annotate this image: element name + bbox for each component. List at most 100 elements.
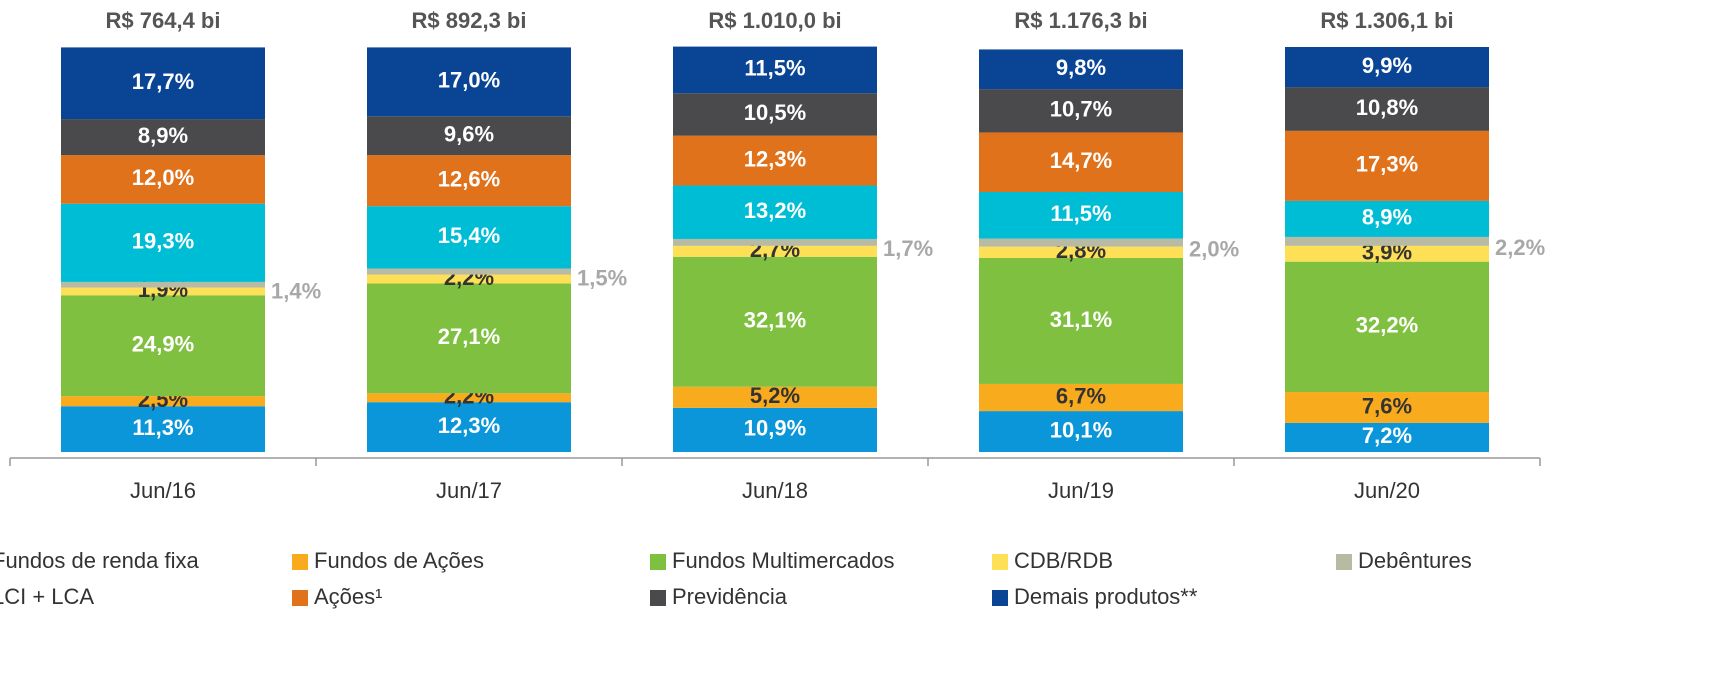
data-label: 7,2% <box>1362 423 1412 448</box>
bar-segment <box>61 287 265 296</box>
total-label: R$ 892,3 bi <box>412 8 527 33</box>
legend-swatch <box>292 554 308 570</box>
legend-swatch <box>992 554 1008 570</box>
legend-label: Fundos de renda fixa <box>0 548 199 573</box>
bar-segment <box>1285 87 1489 131</box>
data-label: 10,9% <box>744 416 806 441</box>
bar-segment <box>367 283 571 394</box>
data-label: 14,7% <box>1050 148 1112 173</box>
bar-segment <box>61 281 265 288</box>
legend-swatch <box>1336 554 1352 570</box>
bar-segment <box>1285 392 1489 423</box>
data-label: 2,0% <box>1189 236 1239 261</box>
total-label: R$ 764,4 bi <box>106 8 221 33</box>
data-label: 10,1% <box>1050 417 1112 442</box>
x-tick-label: Jun/16 <box>130 478 196 503</box>
data-label: 12,0% <box>132 165 194 190</box>
data-label: 31,1% <box>1050 307 1112 332</box>
data-label: 6,7% <box>1056 383 1106 408</box>
data-label: 2,2% <box>1495 235 1545 260</box>
data-label: 10,7% <box>1050 97 1112 122</box>
data-label: 24,9% <box>132 332 194 357</box>
data-label: 17,0% <box>438 68 500 93</box>
total-label: R$ 1.176,3 bi <box>1014 8 1147 33</box>
data-label: 19,3% <box>132 229 194 254</box>
data-label: 13,2% <box>744 198 806 223</box>
bar-segment <box>61 155 265 204</box>
total-label: R$ 1.010,0 bi <box>708 8 841 33</box>
bar-segment <box>979 258 1183 384</box>
bar-segment <box>367 268 571 275</box>
bar-segment <box>979 89 1183 133</box>
bar-segment <box>367 155 571 207</box>
bar-segment <box>979 191 1183 239</box>
bar-segment <box>367 393 571 403</box>
data-label: 8,9% <box>138 123 188 148</box>
x-tick-label: Jun/18 <box>742 478 808 503</box>
legend-swatch <box>292 590 308 606</box>
data-label: 32,1% <box>744 308 806 333</box>
legend-label: CDB/RDB <box>1014 548 1113 573</box>
bar-segment <box>673 238 877 246</box>
bar-segment <box>61 406 265 452</box>
data-label: 11,3% <box>132 415 193 440</box>
total-label: R$ 1.306,1 bi <box>1320 8 1453 33</box>
bar-segment <box>61 396 265 407</box>
bar-segment <box>979 49 1183 90</box>
bar-segment <box>367 206 571 269</box>
bar-segment <box>673 185 877 239</box>
bar-segment <box>61 295 265 397</box>
bar-segment <box>61 47 265 120</box>
bar-segment <box>367 47 571 117</box>
bar-segment <box>673 93 877 136</box>
legend-swatch <box>650 554 666 570</box>
data-label: 12,3% <box>438 413 500 438</box>
data-label: 1,4% <box>271 279 321 304</box>
data-label: 9,8% <box>1056 55 1106 80</box>
bar-segment <box>979 411 1183 452</box>
bar-segment <box>1285 200 1489 237</box>
bar-segment <box>673 245 877 257</box>
legend-label: Fundos de Ações <box>314 548 484 573</box>
legend-swatch <box>650 590 666 606</box>
legend-label: Previdência <box>672 584 788 609</box>
bar-segment <box>673 46 877 94</box>
bar-segment <box>367 274 571 284</box>
x-tick-label: Jun/19 <box>1048 478 1114 503</box>
data-label: 1,5% <box>577 265 627 290</box>
bar-segment <box>367 402 571 452</box>
data-label: 15,4% <box>438 223 500 248</box>
bar-segment <box>673 386 877 408</box>
data-label: 10,5% <box>744 100 806 125</box>
data-label: 11,5% <box>1050 201 1111 226</box>
bar-segment <box>673 407 877 452</box>
bar-segment <box>1285 261 1489 393</box>
data-label: 12,6% <box>438 166 500 191</box>
data-label: 5,2% <box>750 383 800 408</box>
bar-segment <box>367 116 571 156</box>
legend-label: Debêntures <box>1358 548 1472 573</box>
data-label: 8,9% <box>1362 205 1412 230</box>
bar-segment <box>979 132 1183 192</box>
legend-label: Ações¹ <box>314 584 382 609</box>
data-label: 9,9% <box>1362 53 1412 78</box>
data-label: 27,1% <box>438 324 500 349</box>
legend-label: Fundos Multimercados <box>672 548 895 573</box>
bar-segment <box>61 203 265 282</box>
data-label: 9,6% <box>444 122 494 147</box>
legend-label: Demais produtos** <box>1014 584 1198 609</box>
x-tick-label: Jun/17 <box>436 478 502 503</box>
bar-segment <box>1285 236 1489 246</box>
bar-segment <box>979 383 1183 412</box>
bar-segment <box>1285 422 1489 452</box>
data-label: 7,6% <box>1362 393 1412 418</box>
bar-segment <box>673 135 877 186</box>
x-tick-label: Jun/20 <box>1354 478 1420 503</box>
legend-label: LCI + LCA <box>0 584 94 609</box>
bar-segment <box>673 256 877 387</box>
data-label: 32,2% <box>1356 313 1418 338</box>
bar-segment <box>1285 47 1489 88</box>
data-label: 1,7% <box>883 236 933 261</box>
data-label: 12,3% <box>744 146 806 171</box>
